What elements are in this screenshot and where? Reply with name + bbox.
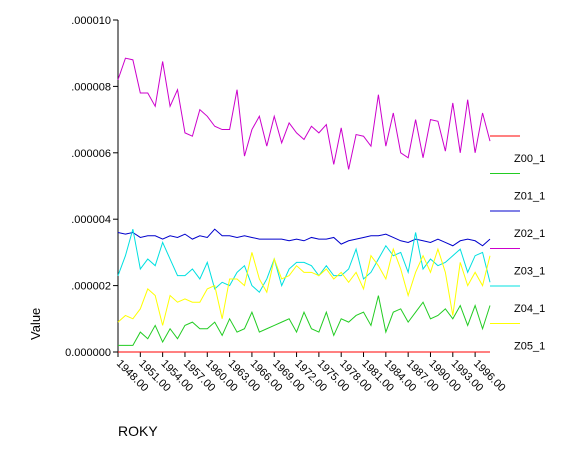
y-tick-label: .000002	[71, 281, 111, 293]
y-tick-label: .000004	[71, 214, 111, 226]
y-tick-label: .000008	[71, 81, 111, 93]
y-tick-label: .000010	[71, 15, 111, 27]
y-tick-label: 0.000000	[65, 347, 111, 359]
series-line	[118, 295, 491, 346]
series-line	[117, 247, 491, 326]
legend-label: Z00_1	[514, 153, 545, 165]
legend-label: Z05_1	[514, 341, 545, 353]
legend-label: Z02_1	[514, 228, 545, 240]
x-axis-title: ROKY	[118, 423, 158, 439]
legend-label: Z03_1	[514, 266, 545, 278]
series-line	[117, 229, 491, 294]
legend-label: Z01_1	[514, 191, 545, 203]
y-axis-title: Value	[28, 308, 43, 340]
series-line	[117, 228, 491, 247]
legend-label: Z04_1	[514, 303, 545, 315]
y-tick-label: .000006	[71, 148, 111, 160]
series-line	[117, 57, 491, 170]
